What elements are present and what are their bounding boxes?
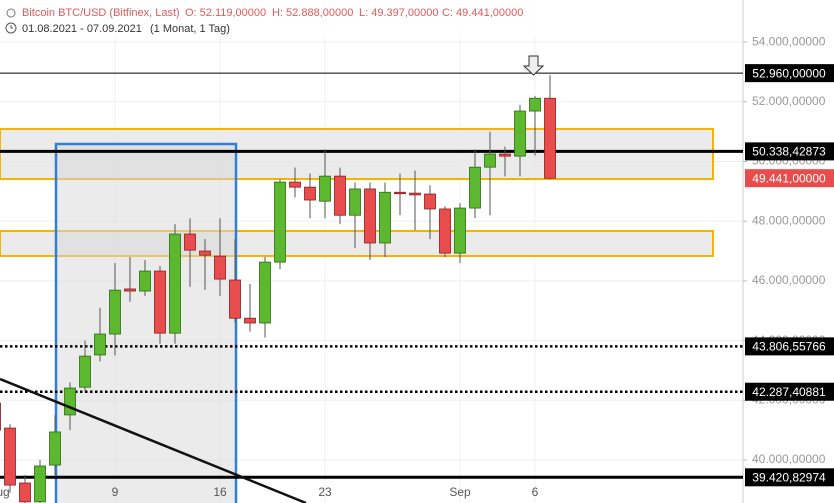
date-range: 01.08.2021 - 07.09.2021	[22, 23, 142, 35]
candle-body	[484, 153, 496, 168]
level-label-bg	[745, 169, 834, 188]
level-label-bg	[745, 468, 834, 487]
candle-body	[289, 181, 301, 188]
candle-body	[499, 153, 511, 157]
candle-body	[274, 181, 286, 263]
candles	[0, 75, 556, 503]
candle-body	[4, 427, 16, 486]
y-tick-label: 54.000,00000	[752, 34, 826, 48]
candle-body	[49, 431, 61, 466]
x-tick-label: 16	[213, 485, 227, 499]
y-tick-label: 52.000,00000	[752, 94, 826, 108]
candle-body	[379, 191, 391, 244]
x-tick-label: 6	[532, 485, 539, 499]
x-tick-label: 23	[318, 485, 332, 499]
arrow-marker	[522, 55, 545, 76]
candle-body	[19, 482, 31, 503]
candle-body	[229, 279, 241, 319]
candle-body	[259, 261, 271, 324]
candle-body	[304, 186, 316, 201]
x-tick-label: Aug	[0, 485, 10, 499]
ohlc-open: O: 52.119,00000	[185, 7, 266, 19]
candle-body	[439, 208, 451, 254]
trend-line	[0, 377, 307, 503]
candle-body	[94, 333, 106, 356]
header-bg	[0, 0, 560, 38]
candle-body	[169, 233, 181, 334]
candle-body	[64, 387, 76, 416]
candle-body	[0, 402, 1, 431]
level-label-bg	[745, 337, 834, 356]
candle-body	[514, 110, 526, 157]
level-label-bg	[745, 142, 834, 161]
link-icon	[6, 8, 16, 18]
candle-body	[34, 465, 46, 503]
candle-body	[334, 175, 346, 216]
level-label-bg	[745, 382, 834, 401]
level-label: 50.338,42873	[752, 145, 826, 159]
candle-body	[394, 191, 406, 195]
title: Bitcoin BTC/USD (Bitfinex, Last)	[22, 7, 180, 19]
level-label: 52.960,00000	[752, 66, 826, 80]
candle-body	[454, 207, 466, 254]
level-label: 49.441,00000	[752, 171, 826, 185]
ohlc-high: H: 52.888,00000	[272, 7, 353, 19]
level-label-bg	[745, 64, 834, 83]
candle-body	[469, 166, 481, 209]
ohlc-low: L: 49.397,00000	[359, 7, 439, 19]
candle-body	[199, 250, 211, 256]
candle-body	[244, 317, 256, 324]
period: (1 Monat, 1 Tag)	[150, 23, 230, 35]
candle-body	[529, 97, 541, 112]
axis-labels: Aug 9 16 23 Sep 6 52.960,00000 50.338,42873 49.4…	[0, 64, 834, 499]
candle-body	[424, 193, 436, 210]
clock-hands	[10, 25, 13, 29]
y-tick-label: 46.000,00000	[752, 273, 826, 287]
candle-body	[154, 270, 166, 334]
candle-body	[139, 270, 151, 292]
candle-body	[364, 188, 376, 244]
ohlc-close: C: 49.441,00000	[442, 7, 523, 19]
y-tick-label: 40.000,00000	[752, 452, 826, 466]
candle-body	[349, 188, 361, 216]
candle-body	[409, 192, 421, 196]
candle-body	[544, 97, 556, 179]
candle-body	[124, 288, 136, 292]
candle-body	[319, 175, 331, 202]
x-tick-label: Sep	[449, 485, 471, 499]
candle-body	[214, 255, 226, 280]
levels	[0, 72, 743, 479]
y-tick-label: 48.000,00000	[752, 213, 826, 227]
candle-body	[184, 233, 196, 251]
clock-icon	[5, 22, 17, 34]
candle-body	[109, 289, 121, 335]
candle-body	[79, 355, 91, 388]
level-label: 42.287,40881	[752, 385, 826, 399]
x-tick-label: 9	[112, 485, 119, 499]
level-label: 39.420,82974	[752, 470, 826, 484]
highlight-box	[54, 142, 238, 503]
level-label: 43.806,55766	[752, 340, 826, 354]
